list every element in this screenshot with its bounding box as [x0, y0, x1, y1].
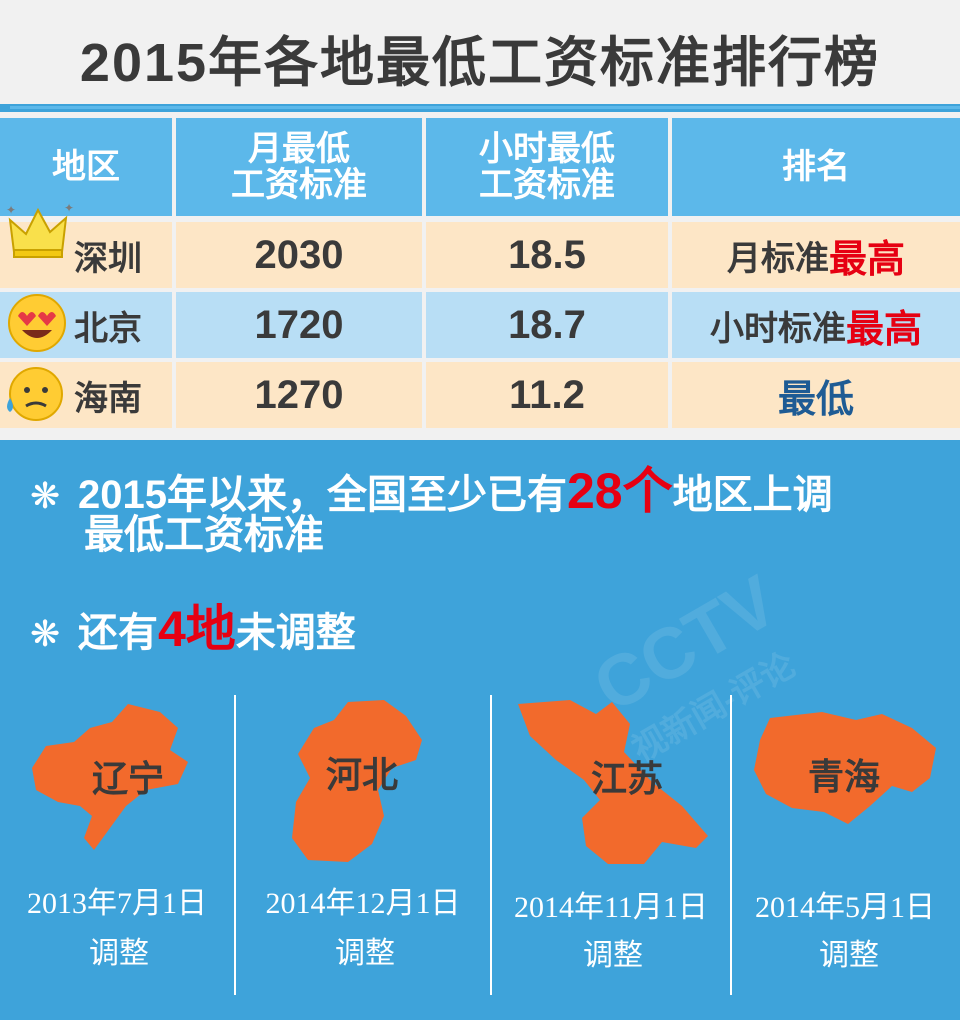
rank-highlight: 最高 [845, 308, 922, 351]
sweat-emoji-icon [7, 367, 63, 421]
note1-prefix: 2015年以来，全国至少已有 [78, 473, 567, 517]
note2-prefix: 还有 [78, 611, 158, 655]
province-name: 河北 [325, 754, 398, 795]
monthly-value: 1270 [176, 362, 422, 428]
header-region-label: 地区 [52, 148, 120, 186]
monthly-value-text: 1720 [254, 302, 344, 347]
hourly-value: 11.2 [426, 362, 668, 428]
crown-icon: ✦ ✦ [6, 201, 74, 258]
monthly-value-text: 1270 [254, 372, 344, 417]
rank-prefix: 月标准 [726, 239, 829, 278]
province-name: 青海 [807, 756, 880, 797]
header-region: 地区 [0, 118, 172, 216]
svg-text:✦: ✦ [6, 203, 16, 217]
adjust-date: 2014年11月1日 [514, 891, 708, 924]
region-label: 深圳 [74, 239, 142, 278]
hourly-value: 18.5 [426, 222, 668, 288]
note-upgraded-line2: 最低工资标准 [84, 514, 324, 556]
monthly-value-text: 2030 [254, 232, 344, 277]
region-label: 海南 [74, 379, 142, 418]
qinghai-map-icon [754, 712, 936, 824]
asterisk-icon: ❋ [30, 475, 61, 516]
province-name: 辽宁 [91, 758, 164, 799]
note2-highlight: 4地 [158, 601, 236, 657]
hebei-map-icon [292, 700, 422, 862]
note2-suffix: 未调整 [235, 611, 356, 655]
rank-cell: 最低 [672, 362, 960, 428]
rank-prefix: 小时标准 [709, 309, 846, 348]
column-divider [730, 695, 732, 995]
monthly-value: 1720 [176, 292, 422, 358]
note1-line2: 最低工资标准 [84, 513, 324, 557]
header-rank-label: 排名 [782, 148, 850, 186]
header-hourly: 小时最低 工资标准 [426, 118, 668, 216]
rank-cell: 月标准 最高 [672, 222, 960, 288]
note1-suffix: 地区上调 [672, 473, 833, 517]
note-unadjusted: ❋ 还有4地未调整 [30, 604, 356, 655]
svg-text:✦: ✦ [64, 201, 74, 215]
header-hourly-line2: 工资标准 [479, 166, 615, 204]
hourly-value-text: 11.2 [509, 372, 585, 417]
adjust-label: 调整 [583, 939, 643, 972]
header-monthly: 月最低 工资标准 [176, 118, 422, 216]
region-label: 北京 [74, 309, 142, 348]
adjust-date: 2013年7月1日 [27, 887, 207, 920]
rank-cell: 小时标准 最高 [672, 292, 960, 358]
header-rank: 排名 [672, 118, 960, 216]
asterisk-icon: ❋ [30, 613, 61, 654]
adjust-label: 调整 [335, 937, 395, 970]
note-upgraded: ❋ 2015年以来，全国至少已有28个地区上调 [30, 466, 833, 517]
page-title: 2015年各地最低工资标准排行榜 [79, 33, 881, 93]
adjust-label: 调整 [89, 937, 149, 970]
province-name: 江苏 [590, 758, 663, 799]
liaoning-map-icon [32, 704, 188, 850]
header-monthly-line1: 月最低 [248, 130, 350, 168]
rank-highlight: 最低 [777, 378, 854, 421]
header-hourly-line1: 小时最低 [479, 130, 615, 168]
column-divider [490, 695, 492, 995]
hourly-value: 18.7 [426, 292, 668, 358]
adjust-date: 2014年12月1日 [265, 887, 461, 920]
header-monthly-line2: 工资标准 [231, 166, 367, 204]
rank-highlight: 最高 [828, 238, 905, 281]
column-divider [234, 695, 236, 995]
heart-eyes-emoji-icon [8, 294, 66, 352]
adjust-date: 2014年5月1日 [755, 891, 935, 924]
title-divider [10, 106, 960, 109]
monthly-value: 2030 [176, 222, 422, 288]
hourly-value-text: 18.7 [508, 302, 586, 347]
adjust-label: 调整 [819, 939, 879, 972]
title-bar [0, 0, 960, 104]
note1-highlight: 28个 [566, 463, 673, 519]
jiangsu-map-icon [518, 700, 708, 864]
hourly-value-text: 18.5 [508, 232, 586, 277]
